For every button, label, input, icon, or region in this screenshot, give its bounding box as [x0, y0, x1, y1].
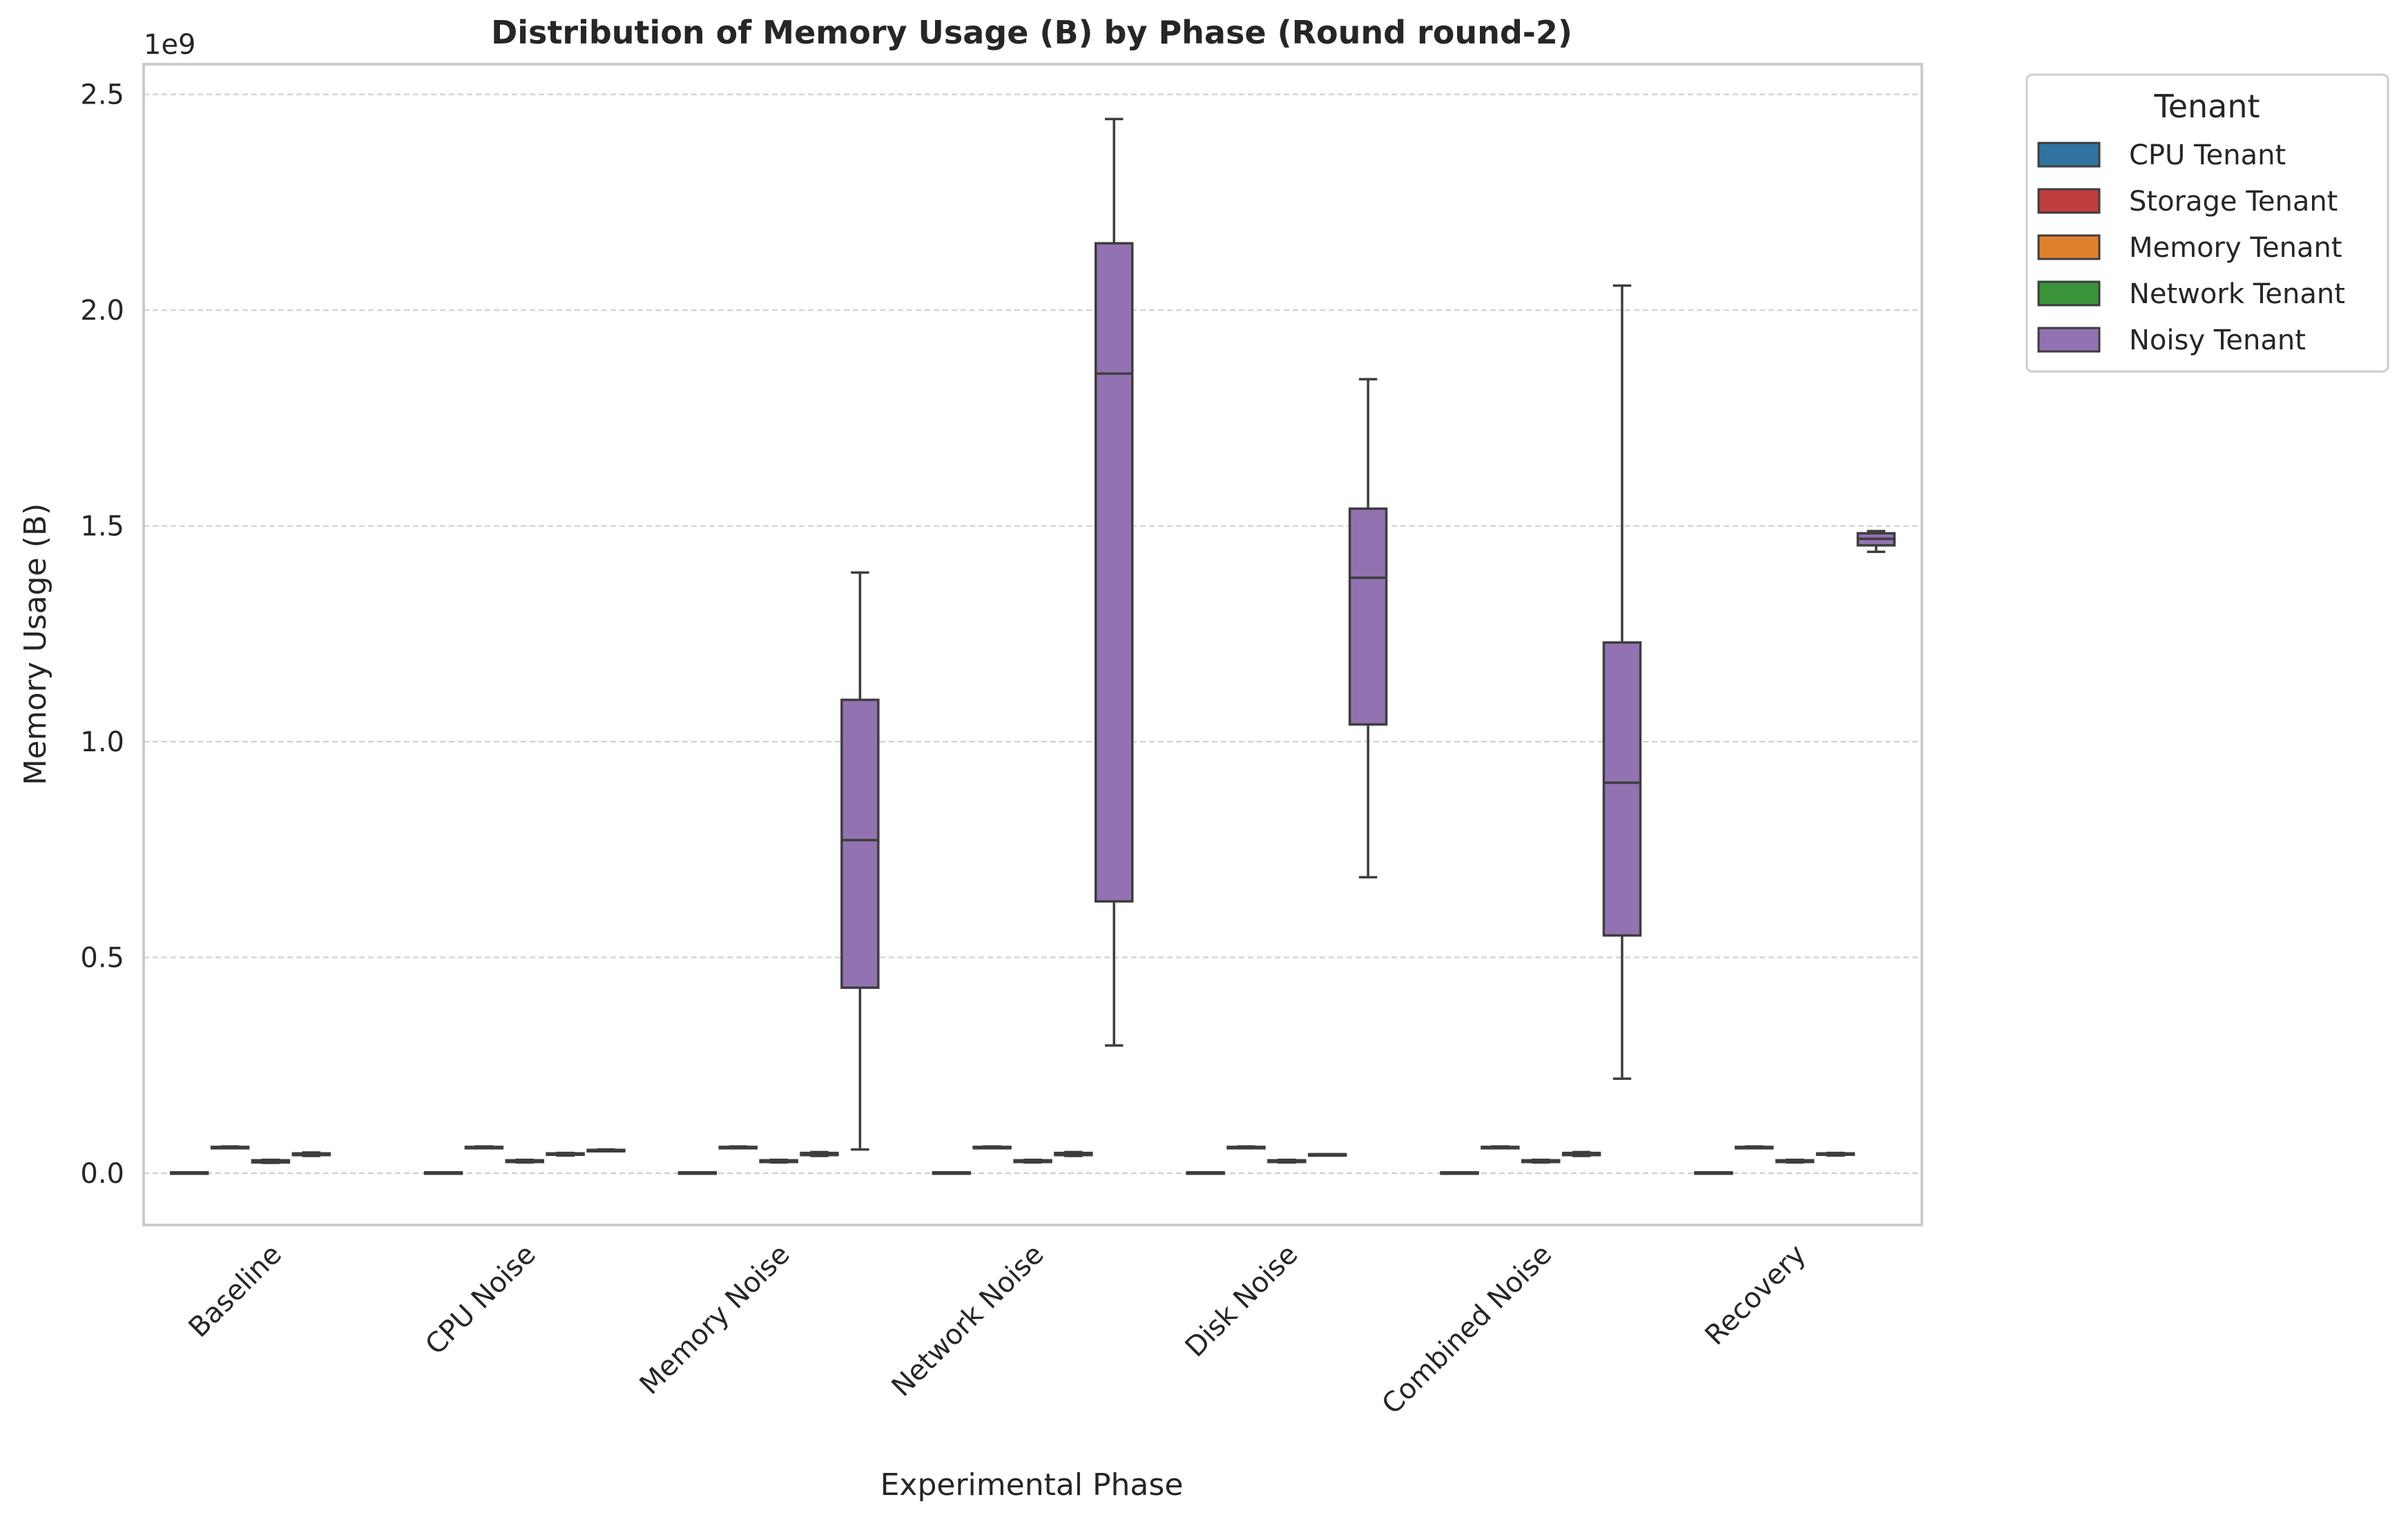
chart-title: Distribution of Memory Usage (B) by Phas…	[491, 14, 1572, 51]
legend-label: Memory Tenant	[2129, 232, 2342, 264]
box-memory-tenant-disk-noise	[1267, 1158, 1307, 1164]
legend-item: Noisy Tenant	[2037, 325, 2306, 356]
box-body	[1094, 242, 1134, 903]
box-noisy-tenant-cpu-noise	[586, 1148, 626, 1153]
y-axis-label: Memory Usage (B)	[18, 503, 53, 786]
box-cpu-tenant-disk-noise	[1186, 1171, 1225, 1175]
legend-item: Network Tenant	[2037, 278, 2345, 310]
box-storage-tenant-combined-noise	[1481, 1145, 1520, 1150]
box-cpu-tenant-combined-noise	[1440, 1171, 1479, 1175]
y-tick-label: 0.0	[80, 1158, 124, 1190]
box-cpu-tenant-memory-noise	[677, 1171, 717, 1175]
x-axis-label: Experimental Phase	[880, 1467, 1184, 1503]
box-cpu-tenant-recovery	[1694, 1171, 1733, 1175]
legend-label: CPU Tenant	[2129, 139, 2286, 171]
legend-label: Noisy Tenant	[2129, 325, 2306, 356]
box-network-tenant-network-noise	[1054, 1150, 1093, 1157]
legend-swatch	[2037, 234, 2101, 260]
legend-swatch	[2037, 188, 2101, 214]
box-storage-tenant-recovery	[1734, 1145, 1774, 1150]
box-storage-tenant-cpu-noise	[464, 1145, 504, 1150]
legend-item: Storage Tenant	[2037, 186, 2338, 218]
box-memory-tenant-memory-noise	[759, 1158, 798, 1164]
box-cpu-tenant-baseline	[169, 1171, 209, 1175]
y-tick-label: 1.5	[80, 511, 124, 543]
box-memory-tenant-network-noise	[1013, 1158, 1052, 1164]
legend-swatch	[2037, 327, 2101, 353]
legend-label: Storage Tenant	[2129, 186, 2338, 218]
box-memory-tenant-recovery	[1775, 1158, 1815, 1164]
legend-swatch	[2037, 142, 2101, 168]
box-memory-tenant-combined-noise	[1521, 1158, 1561, 1164]
box-storage-tenant-memory-noise	[718, 1145, 758, 1150]
legend-frame	[2025, 73, 2389, 373]
box-series	[169, 117, 1896, 1175]
legend-item: CPU Tenant	[2037, 139, 2286, 171]
legend: Tenant CPU Tenant Storage Tenant Memory Te…	[2025, 73, 2389, 373]
legend-title: Tenant	[2153, 88, 2260, 125]
y-axis-ticks: 0.0 0.5 1.0 1.5 2.0 2.5	[80, 79, 124, 1190]
box-noisy-tenant-network-noise	[1094, 117, 1134, 1047]
box-network-tenant-combined-noise	[1561, 1150, 1601, 1157]
box-memory-tenant-baseline	[251, 1158, 291, 1164]
y-axis-offset-label: 1e9	[144, 29, 196, 61]
box-network-tenant-recovery	[1815, 1151, 1856, 1157]
box-storage-tenant-baseline	[210, 1145, 250, 1150]
y-tick-label: 2.5	[80, 79, 124, 111]
legend-item: Memory Tenant	[2037, 232, 2342, 264]
box-noisy-tenant-combined-noise	[1602, 284, 1642, 1080]
y-tick-label: 0.5	[80, 943, 124, 974]
box-network-tenant-disk-noise	[1307, 1152, 1347, 1157]
box-cpu-tenant-cpu-noise	[423, 1171, 463, 1175]
box-noisy-tenant-recovery	[1856, 530, 1896, 553]
box-noisy-tenant-memory-noise	[840, 571, 880, 1151]
plot-area-frame	[142, 63, 1923, 1226]
legend-items: CPU Tenant Storage Tenant Memory Tenant Net…	[2037, 139, 2345, 356]
box-storage-tenant-network-noise	[972, 1145, 1012, 1150]
box-body	[1348, 507, 1388, 726]
legend-swatch	[2037, 280, 2101, 307]
box-storage-tenant-disk-noise	[1226, 1145, 1266, 1150]
box-network-tenant-baseline	[291, 1151, 331, 1157]
box-memory-tenant-cpu-noise	[505, 1158, 545, 1164]
box-body	[1602, 641, 1642, 937]
y-tick-label: 2.0	[80, 295, 124, 327]
box-network-tenant-memory-noise	[800, 1150, 839, 1157]
y-tick-label: 1.0	[80, 726, 124, 758]
legend-label: Network Tenant	[2129, 278, 2345, 310]
box-body	[840, 698, 880, 990]
box-cpu-tenant-network-noise	[932, 1171, 972, 1175]
box-network-tenant-cpu-noise	[546, 1151, 585, 1157]
box-noisy-tenant-disk-noise	[1348, 378, 1388, 879]
